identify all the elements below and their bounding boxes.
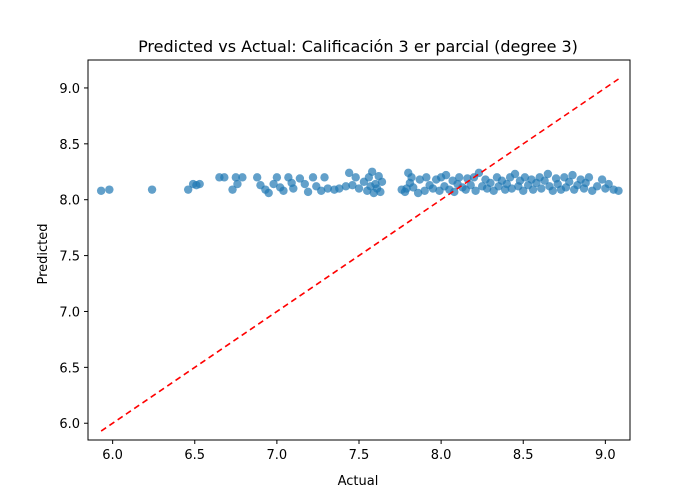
- data-point: [428, 184, 438, 193]
- data-point: [303, 187, 313, 197]
- data-point: [344, 168, 354, 178]
- data-point: [510, 169, 520, 179]
- data-point: [568, 170, 577, 180]
- data-point: [415, 175, 424, 184]
- x-tick-label: 7.0: [267, 448, 288, 463]
- chart-title: Predicted vs Actual: Calificación 3 er p…: [138, 37, 578, 56]
- data-point: [528, 185, 538, 194]
- data-point: [341, 182, 351, 191]
- data-point: [295, 174, 305, 183]
- plot-area-frame: [87, 59, 631, 441]
- data-point: [519, 186, 528, 195]
- data-point: [543, 169, 553, 179]
- x-tick-label: 6.5: [184, 448, 205, 463]
- data-point: [367, 167, 377, 176]
- data-point: [354, 184, 364, 193]
- data-point: [279, 186, 288, 195]
- x-tick-label: 9.0: [595, 448, 616, 463]
- x-tick-label: 7.5: [349, 448, 370, 463]
- data-point: [520, 173, 530, 182]
- data-point: [231, 173, 241, 182]
- data-point: [407, 173, 416, 182]
- y-tick-label: 8.0: [59, 194, 80, 209]
- data-point: [486, 178, 495, 188]
- y-axis-label: Predicted: [36, 223, 51, 284]
- data-point: [422, 173, 431, 182]
- data-point: [308, 173, 318, 182]
- y-tick-label: 6.0: [59, 417, 80, 432]
- y-tick-label: 6.5: [59, 361, 80, 376]
- data-point: [183, 185, 193, 194]
- x-tick-label: 6.0: [102, 448, 123, 463]
- data-point: [597, 175, 607, 184]
- data-point: [105, 185, 114, 194]
- data-point: [272, 173, 282, 182]
- data-point: [413, 188, 423, 198]
- data-point: [323, 184, 332, 193]
- data-point: [289, 184, 298, 193]
- data-point: [300, 179, 309, 189]
- x-axis-ticks: 6.0 6.5 7.0 7.5 8.0 8.5 9.0: [102, 440, 616, 463]
- data-point: [614, 186, 623, 195]
- data-point: [540, 176, 549, 185]
- data-point: [228, 185, 237, 194]
- x-tick-label: 8.0: [431, 448, 452, 463]
- data-point: [584, 173, 594, 182]
- data-point: [377, 177, 387, 187]
- data-point: [454, 173, 464, 182]
- data-point: [252, 173, 262, 182]
- data-point: [548, 186, 558, 195]
- data-point: [96, 186, 106, 195]
- data-point: [420, 186, 429, 195]
- data-point: [264, 188, 273, 198]
- y-tick-label: 9.0: [59, 82, 80, 97]
- data-point: [471, 186, 480, 195]
- data-point: [466, 180, 475, 190]
- data-point: [238, 173, 247, 182]
- x-axis-label: Actual: [338, 474, 379, 489]
- data-point: [351, 173, 360, 182]
- data-point: [348, 180, 357, 190]
- data-point: [269, 179, 278, 189]
- data-point: [604, 179, 613, 189]
- reference-line: [100, 78, 619, 432]
- data-points: [96, 167, 623, 198]
- data-point: [376, 187, 385, 197]
- data-point: [233, 179, 242, 189]
- data-point: [507, 184, 516, 193]
- y-tick-label: 8.5: [59, 138, 80, 153]
- data-point: [592, 182, 602, 191]
- data-point: [147, 185, 157, 194]
- data-point: [441, 170, 451, 180]
- data-point: [409, 183, 418, 192]
- data-point: [565, 177, 574, 187]
- data-point: [320, 173, 329, 182]
- y-axis-ticks: 6.0 6.5 7.0 7.5 8.0 8.5 9.0: [59, 82, 88, 432]
- data-point: [220, 173, 229, 182]
- y-tick-label: 7.0: [59, 305, 80, 320]
- data-point: [450, 187, 459, 197]
- x-tick-label: 8.5: [513, 448, 534, 463]
- data-point: [317, 186, 326, 195]
- data-point: [537, 184, 546, 193]
- data-point: [195, 179, 204, 189]
- data-point: [335, 184, 344, 193]
- y-tick-label: 7.5: [59, 250, 80, 265]
